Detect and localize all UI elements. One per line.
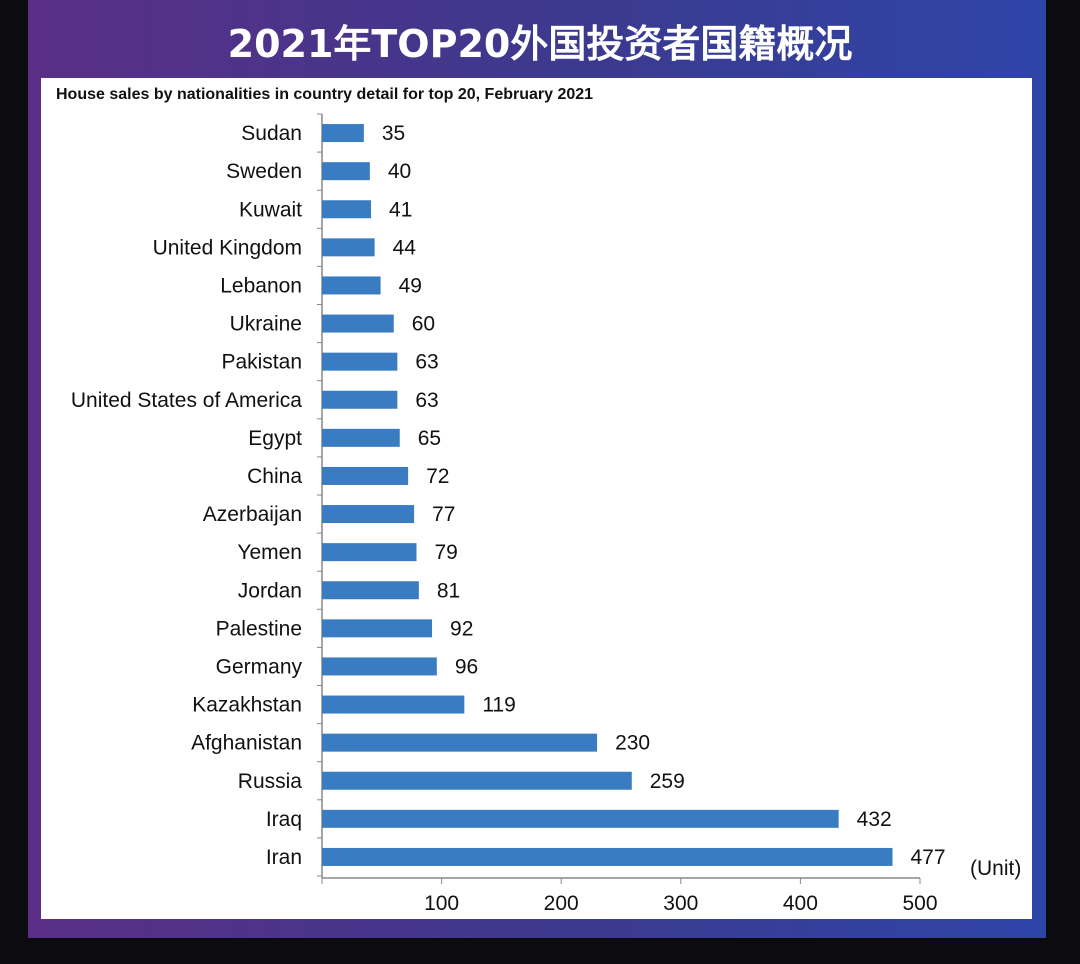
bar: [322, 809, 839, 828]
chart-panel: House sales by nationalities in country …: [41, 78, 1032, 919]
bar-chart: 100 200 300 400 500 Sudan 35 Sweden 40 Kuwait 41 Un…: [71, 113, 1021, 915]
data-label: 96: [455, 655, 478, 678]
data-label: 259: [650, 770, 685, 793]
data-label: 60: [412, 313, 435, 336]
category-label: Lebanon: [220, 274, 302, 297]
banner-title: 2021年TOP20外国投资者国籍概况: [227, 22, 853, 66]
category-label: Azerbaijan: [203, 503, 302, 526]
category-label: Palestine: [216, 617, 302, 640]
bar: [322, 390, 398, 409]
bar: [322, 657, 437, 676]
x-tick-label: 400: [783, 892, 818, 915]
bar: [322, 847, 893, 866]
bar: [322, 238, 375, 257]
chart-title: House sales by nationalities in country …: [56, 86, 594, 103]
category-label: Afghanistan: [191, 732, 302, 755]
data-label: 77: [432, 503, 455, 526]
category-label: China: [247, 465, 302, 488]
bar: [322, 733, 598, 752]
bar: [322, 581, 419, 600]
category-label: Pakistan: [221, 351, 302, 374]
bar: [322, 124, 364, 143]
bar: [322, 276, 381, 295]
data-label: 432: [857, 808, 892, 831]
bar: [322, 543, 417, 562]
x-tick-label: 300: [663, 892, 698, 915]
data-label: 40: [388, 160, 411, 183]
data-label: 230: [615, 732, 650, 755]
data-label: 119: [482, 694, 515, 717]
data-label: 92: [450, 617, 473, 640]
bar: [322, 771, 632, 790]
data-label: 81: [437, 579, 460, 602]
category-label: Yemen: [237, 541, 302, 564]
bar: [322, 505, 415, 524]
category-label: Ukraine: [230, 313, 302, 336]
data-label: 72: [426, 465, 449, 488]
data-label: 44: [393, 236, 417, 259]
data-label: 477: [910, 846, 945, 869]
data-label: 49: [399, 274, 422, 297]
x-tick-label: 200: [544, 892, 579, 915]
unit-label: (Unit): [970, 857, 1021, 880]
category-label: Kuwait: [239, 198, 302, 221]
bar: [322, 695, 465, 714]
x-tick-label: 100: [424, 892, 459, 915]
category-label: United States of America: [71, 389, 302, 412]
category-label: Jordan: [238, 579, 302, 602]
category-label: Iraq: [266, 808, 302, 831]
category-label: Kazakhstan: [192, 694, 302, 717]
bar: [322, 428, 400, 447]
category-label: Germany: [216, 655, 303, 678]
bar: [322, 314, 394, 333]
category-label: United Kingdom: [153, 236, 302, 259]
bar: [322, 162, 370, 181]
data-label: 65: [418, 427, 441, 450]
bar: [322, 466, 409, 485]
category-label: Russia: [238, 770, 303, 793]
category-label: Sweden: [226, 160, 302, 183]
data-label: 63: [415, 351, 438, 374]
category-label: Egypt: [248, 427, 302, 450]
data-label: 63: [415, 389, 438, 412]
bar: [322, 352, 398, 371]
data-label: 41: [389, 198, 412, 221]
data-label: 79: [434, 541, 457, 564]
x-tick-label: 500: [902, 892, 937, 915]
bar: [322, 619, 433, 638]
data-label: 35: [382, 122, 405, 145]
category-label: Sudan: [241, 122, 302, 145]
bar: [322, 200, 372, 219]
category-label: Iran: [266, 846, 302, 869]
